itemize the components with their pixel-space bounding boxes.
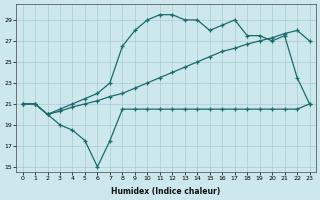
X-axis label: Humidex (Indice chaleur): Humidex (Indice chaleur) (111, 187, 221, 196)
